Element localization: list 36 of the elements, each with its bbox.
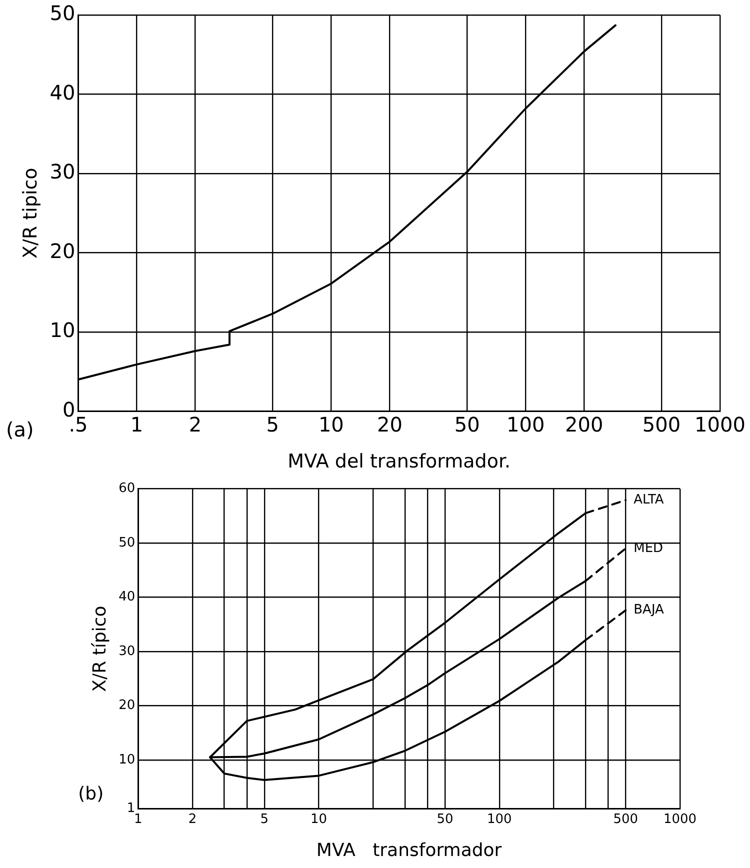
x-axis-title: MVA transformador bbox=[316, 840, 502, 861]
y-tick-label: 10 bbox=[50, 318, 76, 342]
y-tick-label: 50 bbox=[50, 1, 76, 26]
x-tick-label: 500 bbox=[613, 812, 638, 827]
x-tick-label: 500 bbox=[642, 412, 681, 436]
x-tick-label: 100 bbox=[486, 812, 512, 827]
x-tick-label: 10 bbox=[310, 812, 328, 827]
series-label: ALTA bbox=[634, 492, 664, 508]
x-axis-title: MVA del transformador. bbox=[288, 450, 511, 473]
x-tick-label: 1000 bbox=[694, 412, 746, 436]
x-tick-label: 50 bbox=[454, 412, 480, 436]
x-tick-label: 10 bbox=[318, 412, 344, 436]
y-tick-label: 30 bbox=[118, 644, 136, 659]
y-tick-label: 40 bbox=[50, 80, 76, 104]
x-tick-label: 1000 bbox=[663, 812, 697, 827]
y-tick-label: 30 bbox=[50, 160, 76, 184]
y-tick-label: 60 bbox=[118, 481, 136, 496]
x-tick-label: 100 bbox=[506, 412, 545, 436]
x-tick-label: 5 bbox=[266, 412, 280, 436]
y-axis-title: X/R típico bbox=[89, 606, 110, 692]
x-tick-label: 200 bbox=[565, 412, 604, 436]
y-tick-label: 40 bbox=[118, 590, 136, 605]
text: (b) bbox=[78, 783, 104, 804]
text: (a) bbox=[6, 417, 34, 442]
y-tick-label: 20 bbox=[50, 238, 76, 263]
y-tick-label: 50 bbox=[118, 535, 136, 550]
series-label: BAJA bbox=[634, 602, 664, 618]
x-tick-label: 5 bbox=[260, 812, 269, 827]
y-tick-label: 20 bbox=[118, 698, 136, 714]
y-tick-label: 10 bbox=[118, 752, 136, 768]
x-tick-label: 2 bbox=[188, 412, 202, 436]
y-tick-label: 1 bbox=[126, 801, 136, 816]
x-tick-label: 20 bbox=[376, 412, 402, 436]
x-tick-label: 50 bbox=[436, 812, 454, 827]
y-axis-title: X/R tipico bbox=[19, 168, 42, 259]
x-tick-label: 2 bbox=[188, 812, 197, 827]
